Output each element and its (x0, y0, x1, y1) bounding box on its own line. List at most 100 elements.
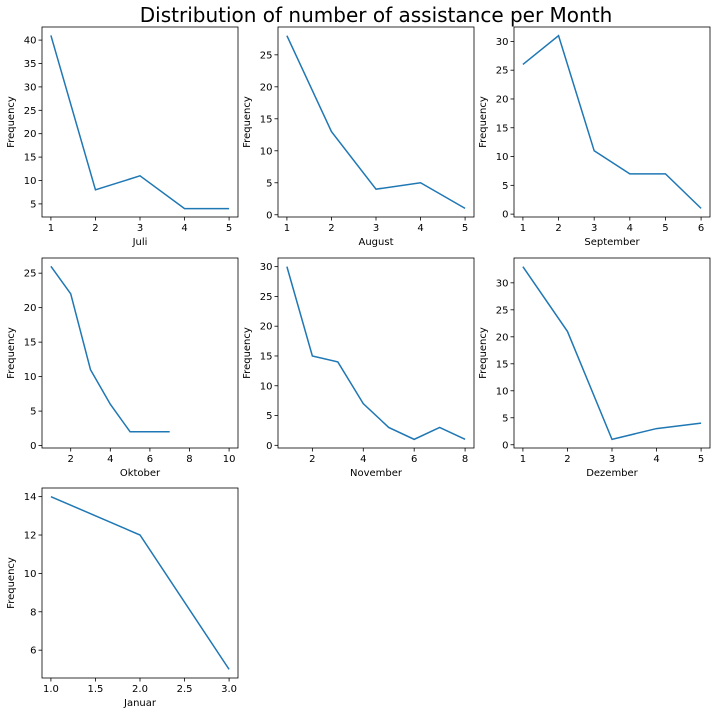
y-tick-label: 0 (502, 210, 508, 221)
y-tick-label: 15 (260, 114, 273, 125)
x-tick-label: 6 (411, 454, 417, 465)
y-tick-label: 25 (24, 106, 37, 117)
y-tick-label: 10 (24, 176, 37, 187)
y-tick-label: 0 (266, 441, 272, 452)
y-tick-label: 30 (496, 278, 509, 289)
x-tick-label: 5 (462, 223, 468, 234)
y-tick-label: 20 (24, 129, 37, 140)
y-tick-label: 10 (496, 386, 509, 397)
series-line (522, 34, 702, 209)
x-tick-label: 2.5 (177, 684, 193, 695)
y-tick-label: 20 (496, 94, 509, 105)
x-tick-label: 3 (609, 454, 615, 465)
y-tick-label: 15 (496, 359, 509, 370)
y-tick-label: 10 (24, 372, 37, 383)
x-tick-label: 3.0 (221, 684, 237, 695)
y-axis-label: Frequency (6, 557, 17, 609)
x-tick-label: 2 (555, 223, 561, 234)
y-tick-label: 14 (24, 492, 37, 503)
y-tick-label: 5 (502, 181, 508, 192)
y-tick-label: 12 (24, 531, 37, 542)
y-tick-label: 10 (496, 152, 509, 163)
y-axis-label: Frequency (242, 96, 253, 148)
plot-frame (41, 257, 239, 449)
x-tick-label: 1 (48, 223, 54, 234)
y-tick-label: 20 (24, 303, 37, 314)
x-tick-label: 2 (309, 454, 315, 465)
series-line (522, 266, 702, 441)
x-axis-label: Dezember (586, 468, 638, 479)
y-tick-label: 35 (24, 59, 37, 70)
x-tick-label: 4 (653, 454, 659, 465)
y-tick-label: 40 (24, 36, 37, 47)
y-tick-label: 5 (266, 411, 272, 422)
y-axis-label: Frequency (478, 327, 489, 379)
x-tick-label: 1 (520, 454, 526, 465)
x-tick-label: 4 (360, 454, 366, 465)
x-tick-label: 8 (186, 454, 192, 465)
subplot-september: 1 2 3 4 5 6 0 5 10 15 20 25 30 September Frequency (478, 26, 711, 248)
subplot-dezember: 1 2 3 4 5 0 5 10 15 20 25 30 Dezember Frequency (478, 257, 711, 479)
x-tick-label: 3 (137, 223, 143, 234)
plot-frame (41, 26, 239, 218)
y-tick-label: 5 (266, 178, 272, 189)
x-tick-label: 2.0 (132, 684, 148, 695)
y-tick-label: 30 (496, 37, 509, 48)
y-tick-label: 20 (260, 322, 273, 333)
subplot-november: 2 4 6 8 0 5 10 15 20 25 30 November Frequency (242, 257, 475, 479)
figure-title: Distribution of number of assistance per… (140, 3, 613, 27)
x-axis-label: Januar (123, 698, 157, 709)
x-tick-label: 1.5 (88, 684, 104, 695)
y-tick-label: 15 (496, 123, 509, 134)
y-tick-label: 5 (30, 407, 36, 418)
x-axis-label: Juli (132, 237, 148, 248)
series-line (286, 266, 466, 441)
x-tick-label: 4 (627, 223, 633, 234)
x-tick-label: 2 (564, 454, 570, 465)
x-tick-label: 6 (698, 223, 704, 234)
plot-frame (513, 257, 711, 449)
y-tick-label: 15 (24, 153, 37, 164)
x-tick-label: 3 (373, 223, 379, 234)
y-tick-label: 5 (502, 413, 508, 424)
x-tick-label: 6 (147, 454, 153, 465)
x-axis-label: Oktober (120, 468, 161, 479)
y-axis-label: Frequency (6, 96, 17, 148)
series-line (50, 495, 230, 670)
y-tick-label: 30 (24, 82, 37, 93)
y-axis-label: Frequency (478, 96, 489, 148)
y-tick-label: 15 (260, 351, 273, 362)
subplot-oktober: 2 4 6 8 10 0 5 10 15 20 25 Oktober Frequency (6, 257, 239, 479)
x-tick-label: 5 (698, 454, 704, 465)
subplot-august: 1 2 3 4 5 0 5 10 15 20 25 August Frequency (242, 26, 475, 248)
series-line (50, 35, 230, 210)
x-tick-label: 1 (520, 223, 526, 234)
y-tick-label: 10 (260, 381, 273, 392)
y-tick-label: 10 (24, 569, 37, 580)
x-axis-label: November (350, 468, 403, 479)
y-tick-label: 0 (30, 441, 36, 452)
x-tick-label: 5 (662, 223, 668, 234)
x-tick-label: 10 (223, 454, 236, 465)
plot-frame (277, 257, 475, 449)
y-tick-label: 0 (266, 210, 272, 221)
series-line (50, 265, 170, 433)
y-tick-label: 5 (30, 199, 36, 210)
y-axis-label: Frequency (242, 327, 253, 379)
x-tick-label: 4 (107, 454, 113, 465)
subplot-juli: 1 2 3 4 5 5 10 15 20 25 30 35 40 Juli Frequency (6, 26, 239, 248)
y-tick-label: 30 (260, 262, 273, 273)
y-tick-label: 25 (496, 66, 509, 77)
x-tick-label: 2 (328, 223, 334, 234)
plot-frame (41, 487, 239, 679)
y-tick-label: 25 (260, 292, 273, 303)
y-tick-label: 25 (260, 50, 273, 61)
x-tick-label: 3 (591, 223, 597, 234)
y-tick-label: 20 (496, 332, 509, 343)
y-tick-label: 15 (24, 338, 37, 349)
x-tick-label: 4 (181, 223, 187, 234)
subplot-januar: 1.0 1.5 2.0 2.5 3.0 6 8 10 12 14 Januar Frequency (6, 487, 239, 709)
x-tick-label: 5 (226, 223, 232, 234)
y-tick-label: 8 (30, 607, 36, 618)
